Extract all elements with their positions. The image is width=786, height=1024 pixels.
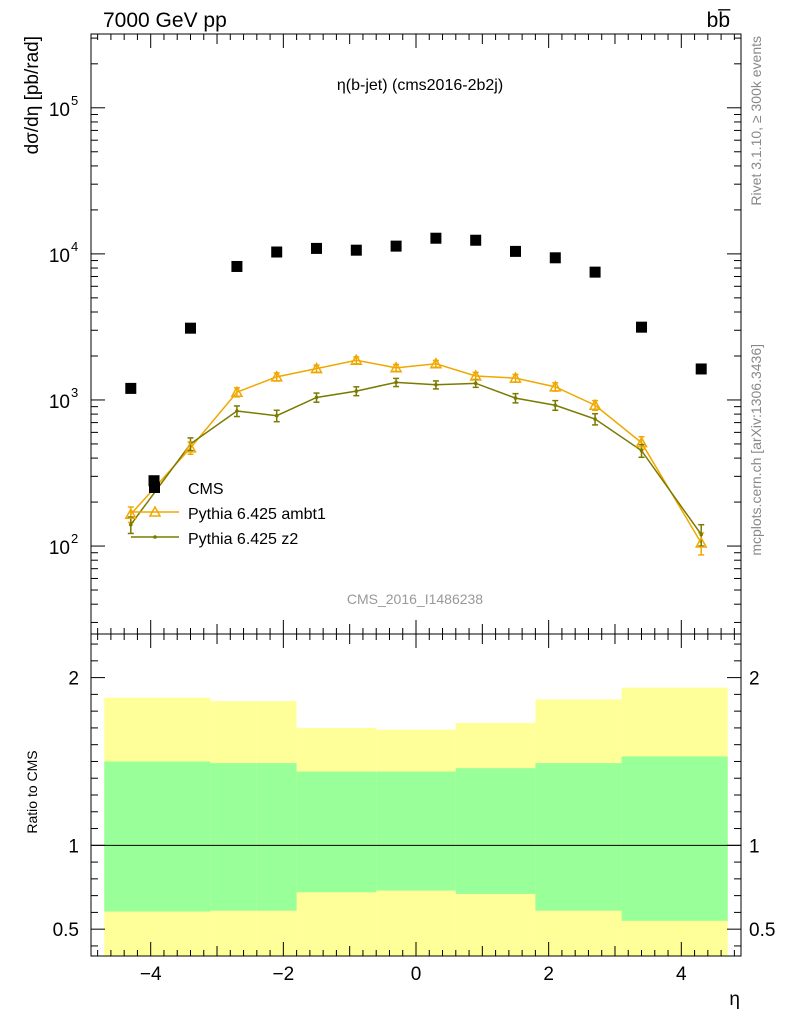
ambt1-point bbox=[509, 371, 522, 383]
legend: CMS Pythia 6.425 ambt1 Pythia 6.425 z2 bbox=[131, 481, 326, 548]
ambt1-point bbox=[270, 370, 283, 382]
ratio-y-tick-label-right: 0.5 bbox=[749, 920, 775, 941]
z2-point bbox=[473, 381, 478, 386]
ambt1-point bbox=[469, 369, 482, 381]
cms-point bbox=[695, 363, 707, 375]
z2-point bbox=[354, 389, 359, 393]
ratio-y-tick-label: 1 bbox=[68, 836, 79, 857]
cms-point bbox=[430, 232, 442, 244]
ambt1-point bbox=[184, 441, 197, 453]
ambt1-point bbox=[389, 361, 403, 373]
series-ambt1-line bbox=[130, 359, 702, 544]
x-tick-label: 4 bbox=[676, 964, 687, 985]
ratio-band-inner-0 bbox=[104, 761, 211, 912]
z2-point bbox=[639, 448, 644, 453]
mcplots-label: mcplots.cern.ch [arXiv:1306.3436] bbox=[748, 344, 764, 556]
main-y-tick-label: 10 bbox=[49, 246, 70, 267]
ratio-y-tick-label: 0.5 bbox=[53, 920, 79, 941]
header-left: 7000 GeV pp bbox=[103, 9, 227, 32]
legend-cms-marker bbox=[149, 482, 160, 493]
series-z2-line bbox=[130, 381, 702, 535]
z2-point bbox=[699, 532, 704, 537]
cms-point bbox=[271, 246, 283, 258]
cms-point bbox=[184, 322, 196, 334]
cms-point bbox=[470, 234, 482, 246]
y-axis-label: dσ/dη [pb/rad] bbox=[22, 36, 43, 154]
main-y-tick-label: 10 bbox=[49, 392, 70, 413]
legend-ambt1-label: Pythia 6.425 ambt1 bbox=[188, 506, 326, 523]
x-tick-label: −4 bbox=[140, 964, 162, 985]
cms-point bbox=[231, 260, 243, 272]
z2-point bbox=[394, 380, 398, 385]
z2-point bbox=[128, 522, 133, 527]
ratio-y-tick-label-right: 1 bbox=[749, 836, 760, 857]
ratio-y-tick-label-right: 2 bbox=[749, 669, 760, 690]
cms-point bbox=[148, 475, 160, 487]
main-y-tick-label: 10 bbox=[49, 538, 70, 559]
ratio-band-inner-7 bbox=[621, 756, 728, 921]
ambt1-point bbox=[429, 357, 443, 369]
main-y-tick-exponent: 4 bbox=[71, 239, 78, 254]
ambt1-point bbox=[124, 507, 138, 520]
cms-point bbox=[390, 240, 402, 252]
ratio-band-inner-6 bbox=[535, 763, 622, 911]
ratio-y-axis-label: Ratio to CMS bbox=[24, 750, 40, 833]
ambt1-point bbox=[588, 398, 602, 411]
x-tick-label: −2 bbox=[273, 964, 295, 985]
header-right: bb̅ bbox=[707, 9, 732, 32]
main-title: η(b-jet) (cms2016-2b2j) bbox=[337, 77, 503, 94]
ratio-plot-panel: −4 −2 0 2 4 0.5 0.5 1 1 2 2 Ratio to CMS η bbox=[24, 34, 775, 1010]
z2-point bbox=[274, 413, 279, 418]
main-y-tick-exponent: 2 bbox=[71, 531, 78, 546]
ambt1-point bbox=[635, 436, 648, 448]
ambt1-point bbox=[350, 353, 363, 366]
cms-point bbox=[311, 242, 323, 254]
cms-point bbox=[636, 321, 648, 333]
x-tick-label: 2 bbox=[543, 964, 554, 985]
z2-point bbox=[235, 409, 239, 413]
main-y-tick-label: 10 bbox=[49, 100, 70, 121]
cms-point bbox=[589, 266, 601, 278]
cms-point bbox=[549, 252, 561, 264]
ratio-y-tick-label: 2 bbox=[68, 669, 79, 690]
legend-cms-label: CMS bbox=[188, 481, 224, 498]
ratio-band-inner-1 bbox=[210, 763, 257, 911]
cms-point bbox=[509, 245, 521, 257]
z2-point bbox=[553, 403, 558, 408]
z2-point bbox=[593, 417, 597, 421]
legend-ambt1-marker bbox=[148, 505, 162, 517]
main-y-tick-exponent: 3 bbox=[71, 385, 78, 400]
ambt1-point bbox=[310, 362, 323, 374]
cms-point bbox=[350, 244, 362, 256]
ratio-band-inner-2 bbox=[256, 763, 297, 911]
watermark: CMS_2016_I1486238 bbox=[347, 591, 483, 607]
cms-point bbox=[125, 382, 137, 394]
ratio-band-inner-4 bbox=[376, 771, 456, 891]
ambt1-point bbox=[230, 385, 244, 397]
rivet-version-label: Rivet 3.1.10, ≥ 300k events bbox=[748, 36, 764, 206]
z2-point bbox=[434, 382, 438, 387]
ratio-band-inner-5 bbox=[455, 768, 536, 894]
ambt1-point bbox=[549, 380, 562, 392]
ambt1-point bbox=[694, 536, 708, 548]
legend-z2-marker bbox=[153, 535, 157, 539]
z2-point bbox=[513, 396, 518, 400]
z2-point bbox=[314, 395, 319, 400]
main-y-tick-exponent: 5 bbox=[71, 93, 78, 108]
x-axis-label: η bbox=[729, 989, 740, 1010]
ratio-band-inner-3 bbox=[296, 771, 377, 893]
x-tick-label: 0 bbox=[411, 964, 422, 985]
legend-z2-label: Pythia 6.425 z2 bbox=[188, 531, 298, 548]
